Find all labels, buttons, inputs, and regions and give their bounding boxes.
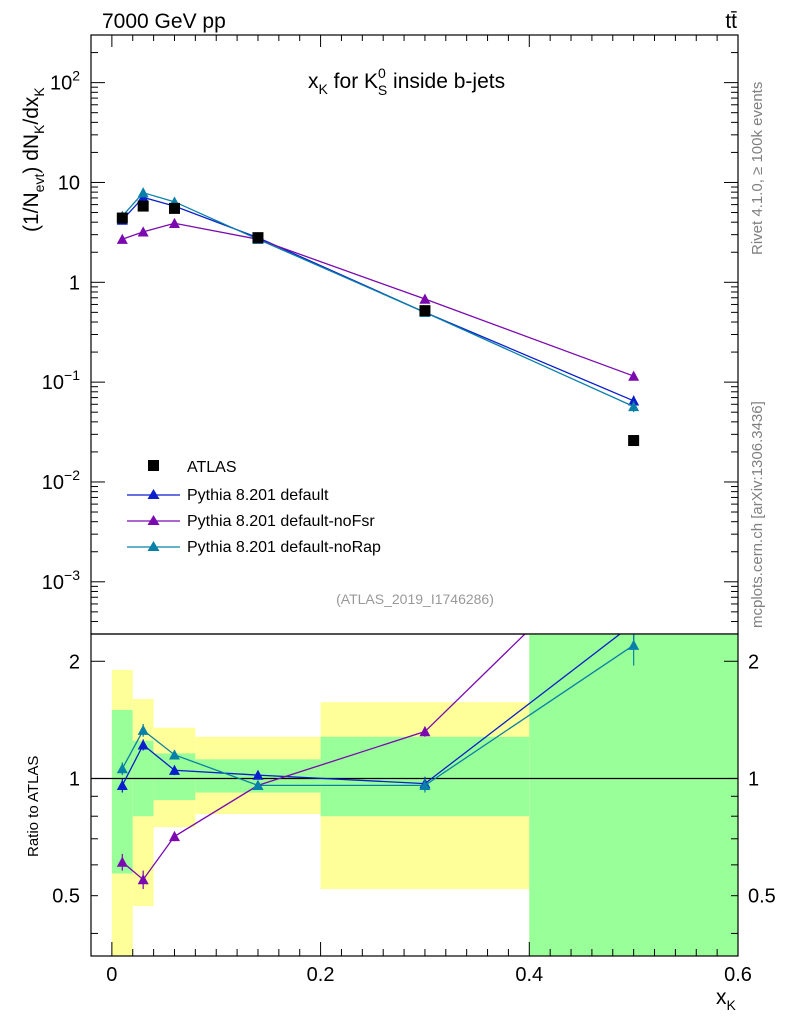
legend-marker-norap [147,541,160,551]
ratio-series-marker [168,764,180,775]
ratio-panel: 2 2 1 1 0.5 0.5 0 0.2 0.4 0.6 Ratio to ATLAS xK [25,522,776,1013]
main-series-marker [628,370,640,381]
ratio-y-tick-label-right: 1 [748,768,759,790]
ratio-series-marker [628,522,639,532]
ratio-stat-band-5 [529,634,738,956]
atlas-data-point [168,202,180,214]
x-tick-label: 0.2 [307,964,335,986]
ratio-series-marker [116,779,128,791]
mcplots-label: mcplots.cern.ch [arXiv:1306.3436] [749,401,766,628]
ratio-y-ticks: 2 2 1 1 0.5 0.5 [52,651,776,934]
main-series-marker [419,293,431,304]
ratio-series-marker [628,618,639,628]
ratio-stat-band-2 [153,753,196,801]
main-series-marker [628,401,640,412]
x-axis-label: xK [716,986,737,1013]
x-tick-label: 0.6 [724,964,752,986]
x-tick-label: 0 [106,964,117,986]
legend-label-nofsr: Pythia 8.201 default-noFsr [187,513,375,530]
main-y-tick-label: 10 [58,172,80,194]
x-tick-label: 0.4 [515,964,543,986]
atlas-data-point [419,305,431,317]
ratio-y-tick-label-left: 1 [69,768,80,790]
ratio-series-marker [116,763,128,774]
main-y-tick-label: 10−2 [42,467,80,494]
legend-label-norap: Pythia 8.201 default-noRap [187,539,381,556]
ratio-y-tick-label-left: 0.5 [52,886,80,908]
process-label: tt̄ [725,10,737,33]
legend-marker-nofsr [147,515,160,525]
ratio-y-axis-label: Ratio to ATLAS [25,756,42,857]
main-y-tick-label: 10−1 [42,367,80,394]
ratio-frame [90,633,739,957]
main-y-tick-label: 10−3 [42,567,80,594]
main-y-axis-label: (1/Nevt) dNK/dxK [20,87,47,232]
rivet-version-label: Rivet 4.1.0, ≥ 100k events [749,82,766,255]
legend-marker-atlas [148,460,159,471]
legend-label-atlas: ATLAS [187,459,237,476]
main-series-marker [137,187,149,198]
main-plot-area [116,187,640,447]
analysis-id-label: (ATLAS_2019_I1746286) [336,591,494,607]
ratio-series-marker [252,769,264,780]
main-series-line-1 [122,222,634,377]
ratio-x-ticks: 0 0.2 0.4 0.6 [106,942,752,986]
ratio-series-marker [419,726,431,737]
atlas-data-point [252,232,264,244]
ratio-series-marker [168,830,180,842]
main-series-marker [137,226,149,237]
main-y-tick-label: 102 [50,68,80,95]
ratio-series-marker [116,856,128,867]
legend-label-default: Pythia 8.201 default [187,487,329,504]
legend: ATLAS Pythia 8.201 default Pythia 8.201 … [127,459,381,556]
ratio-y-tick-label-right: 0.5 [748,886,776,908]
ratio-series-marker [137,874,149,885]
main-y-tick-label: 1 [69,272,80,294]
ratio-y-tick-label-right: 2 [748,651,759,673]
ratio-series-marker [137,739,149,750]
ratio-series-line-1 [121,634,526,881]
main-series-marker [628,395,640,406]
plot-title: xK for K0 S inside b-jets [308,65,505,98]
legend-marker-default [147,489,160,499]
energy-label: 7000 GeV pp [102,10,226,33]
atlas-data-point [628,435,640,447]
main-series-marker [168,217,180,228]
ratio-series-marker [628,639,640,650]
ratio-series-marker [252,779,264,791]
ratio-series-line-2 [121,644,635,787]
ratio-stat-band-4 [320,736,530,817]
main-y-ticks: 102 10 1 10−1 10−2 10−3 [42,34,739,635]
ratio-plot-area [91,522,738,956]
ratio-series-marker [168,749,180,760]
ratio-series-marker [419,779,431,791]
ratio-y-tick-label-left: 2 [69,651,80,673]
atlas-data-point [116,212,128,224]
atlas-data-point [137,200,149,212]
ratio-series-line-0 [121,634,622,786]
main-series-line-2 [121,191,634,408]
main-panel: 102 10 1 10−1 10−2 10−3 xK for K0 S inside b-j… [20,34,739,635]
ratio-series-marker [137,724,149,735]
main-series-marker [116,233,128,244]
